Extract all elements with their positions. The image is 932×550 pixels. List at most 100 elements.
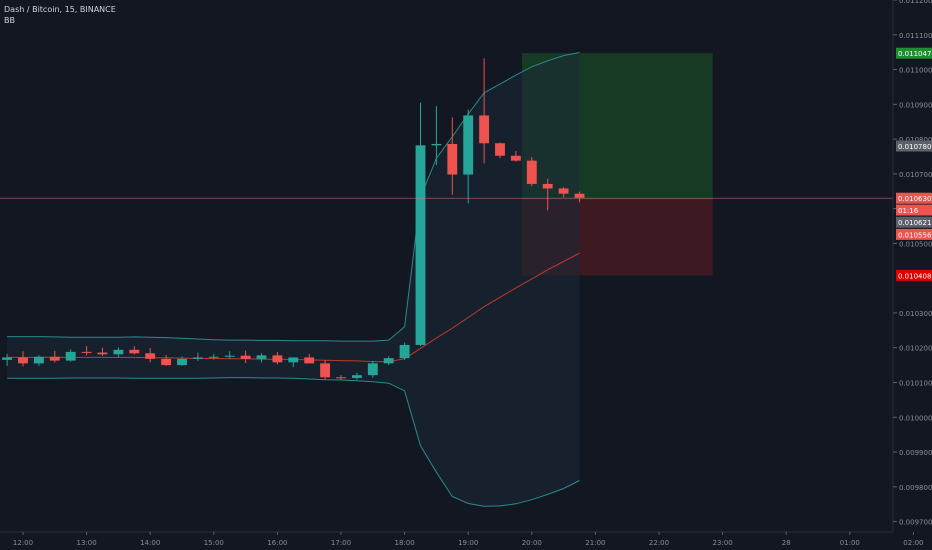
- candle-body: [33, 356, 44, 364]
- candle: [463, 109, 474, 204]
- price-label-text: 0.010621: [898, 219, 931, 227]
- candle-body: [145, 353, 156, 359]
- candle: [495, 142, 505, 159]
- price-label-text: 01:16: [898, 207, 919, 215]
- candle-body: [463, 115, 474, 175]
- time-tick-label: 21:00: [585, 539, 605, 547]
- candle: [526, 157, 537, 187]
- candle-body: [415, 145, 426, 345]
- candle-body: [97, 352, 108, 355]
- price-label-bg: [896, 228, 932, 240]
- bollinger-lower-line: [7, 377, 580, 507]
- candle-body: [526, 160, 537, 184]
- candle: [224, 351, 235, 359]
- candle: [18, 351, 28, 367]
- time-tick-label: 19:00: [458, 539, 478, 547]
- candle: [415, 102, 426, 346]
- candle: [33, 355, 44, 366]
- time-tick-label: 22:00: [649, 539, 669, 547]
- price-tick-label: 0.010500: [899, 240, 932, 248]
- candle: [558, 187, 569, 198]
- bollinger-fill: [7, 52, 580, 507]
- price-label-bg: [896, 216, 932, 228]
- indicator-label[interactable]: BB: [4, 16, 15, 25]
- price-tick-label: 0.010000: [899, 414, 932, 422]
- price-label: 0.010630: [896, 192, 932, 204]
- time-tick-label: 02:00: [903, 539, 923, 547]
- price-label-bg: [896, 204, 932, 216]
- candle-body: [510, 155, 521, 161]
- candle-body: [18, 357, 28, 364]
- price-tick-label: 0.009700: [899, 519, 932, 527]
- time-tick-label: 14:00: [140, 539, 160, 547]
- candle: [510, 150, 521, 162]
- time-tick-label: 12:00: [13, 539, 33, 547]
- candle-body: [272, 355, 283, 363]
- price-tick-label: 0.009900: [899, 449, 932, 457]
- candle-body: [383, 358, 394, 364]
- candle: [113, 347, 124, 358]
- time-axis[interactable]: 12:00 13:00 14:00 15:00 16:00 17:00 18:00 19:00…: [0, 531, 923, 547]
- price-label-text: 0.010780: [898, 143, 931, 151]
- price-tick-label: 0.011200: [899, 0, 932, 5]
- candle-body: [2, 357, 13, 360]
- price-label-text: 0.010556: [898, 231, 932, 239]
- candle-body: [304, 357, 315, 364]
- price-tick-label: 0.011000: [899, 67, 932, 75]
- candle: [447, 117, 458, 195]
- candle: [399, 342, 410, 360]
- time-tick-label: 13:00: [77, 539, 97, 547]
- price-label-text: 0.010630: [898, 195, 931, 203]
- price-tick-label: 0.010700: [899, 171, 932, 179]
- time-tick-label: 23:00: [713, 539, 733, 547]
- candle: [192, 352, 203, 361]
- price-axis[interactable]: 0.011200 0.011100 0.011000 0.010900 0.010800…: [892, 0, 932, 532]
- time-tick-label: 01:00: [840, 539, 860, 547]
- candle: [65, 349, 76, 362]
- candle-body: [542, 183, 553, 189]
- candle: [320, 359, 331, 380]
- price-label: 01:16: [896, 204, 932, 216]
- price-tick-label: 0.010300: [899, 310, 932, 318]
- candle-body: [336, 377, 346, 379]
- price-label-bg: [896, 140, 932, 152]
- candle: [49, 350, 60, 363]
- candle-body: [351, 375, 362, 378]
- price-tick-label: 0.010100: [899, 379, 932, 387]
- candle: [2, 353, 13, 366]
- candle: [367, 360, 378, 378]
- candle-body: [177, 358, 187, 366]
- candle-body: [256, 355, 267, 359]
- price-label-bg: [896, 47, 932, 59]
- candle-body: [49, 356, 60, 361]
- price-label: 0.011047: [896, 47, 932, 59]
- candle: [272, 351, 283, 365]
- candle: [431, 106, 442, 166]
- price-tick-label: 0.009800: [899, 484, 932, 492]
- candle-body: [192, 357, 203, 359]
- candle: [542, 178, 553, 211]
- candle: [97, 347, 108, 357]
- price-label-bg: [896, 192, 932, 204]
- candle: [256, 353, 267, 363]
- time-tick-label: 18:00: [395, 539, 415, 547]
- candles: [2, 58, 585, 380]
- symbol-title[interactable]: Dash / Bitcoin, 15, BINANCE: [4, 5, 116, 14]
- candle-body: [479, 115, 490, 144]
- candle-body: [288, 357, 299, 363]
- price-label: 0.010621: [896, 216, 932, 228]
- candle: [479, 58, 490, 164]
- time-tick-label: 16:00: [267, 539, 287, 547]
- time-tick-label: 15:00: [204, 539, 224, 547]
- candle: [145, 348, 156, 363]
- candle: [288, 357, 299, 368]
- time-tick-label: 20:00: [522, 539, 542, 547]
- price-label: 0.010408: [896, 269, 932, 281]
- candle: [351, 372, 362, 380]
- candle-body: [208, 356, 219, 358]
- candle-body: [113, 349, 124, 355]
- time-tick-label: 28: [782, 539, 791, 547]
- candle-body: [495, 143, 505, 156]
- candle: [208, 353, 219, 360]
